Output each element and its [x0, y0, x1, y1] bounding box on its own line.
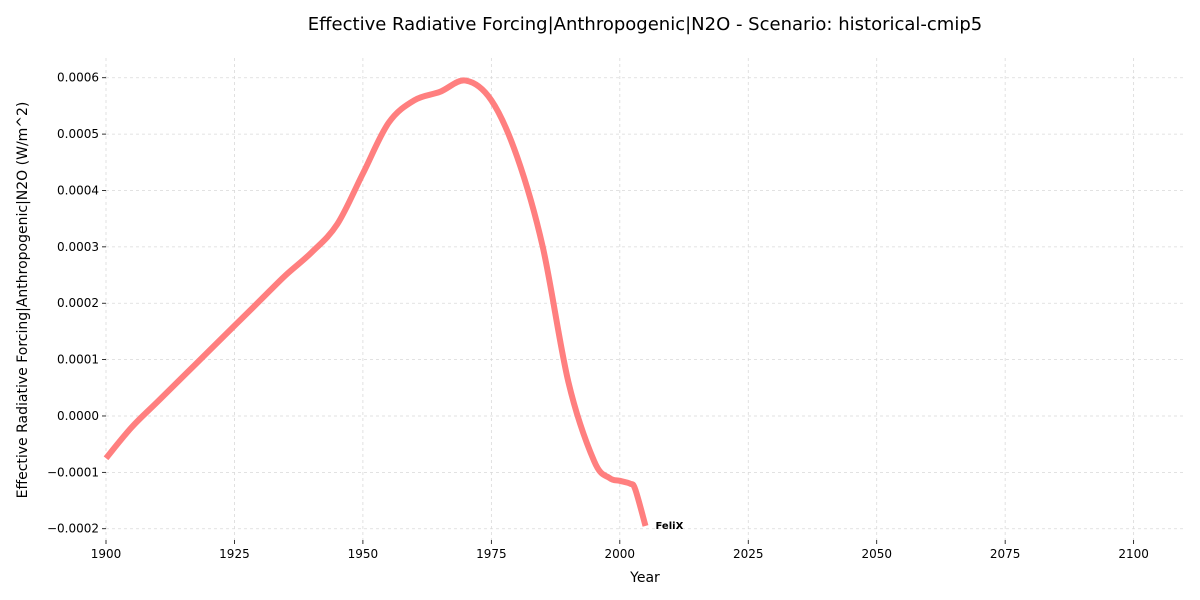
y-tick-label: 0.0000: [57, 409, 99, 423]
x-tick-label: 2000: [605, 547, 636, 561]
y-tick-label: 0.0001: [57, 353, 99, 367]
x-tick-label: 1925: [219, 547, 250, 561]
y-tick-label: 0.0003: [57, 240, 99, 254]
y-tick-label: 0.0005: [57, 127, 99, 141]
series-layer: FeliX: [103, 77, 684, 532]
y-tick-label: −0.0002: [47, 522, 99, 536]
y-axis: −0.0002 −0.0001 0.0000 0.0001 0.0002 0.0003 0.…: [47, 71, 106, 536]
x-tick-label: 1900: [91, 547, 122, 561]
x-tick-label: 2100: [1118, 547, 1149, 561]
x-tick-label: 2050: [861, 547, 892, 561]
y-tick-label: 0.0002: [57, 296, 99, 310]
x-axis-title: Year: [629, 570, 660, 586]
series-line-felix: [103, 77, 649, 527]
x-axis: 1900 1925 1950 1975 2000 2025 2050 2075 2100: [91, 540, 1149, 561]
x-tick-label: 2075: [990, 547, 1021, 561]
grid: [105, 58, 1185, 540]
x-tick-label: 1950: [348, 547, 379, 561]
y-tick-label: 0.0004: [57, 183, 99, 197]
x-tick-label: 2025: [733, 547, 764, 561]
y-tick-label: −0.0001: [47, 465, 99, 479]
x-tick-label: 1975: [476, 547, 507, 561]
y-tick-label: 0.0006: [57, 71, 99, 85]
series-end-label: FeliX: [656, 521, 684, 532]
y-axis-title: Effective Radiative Forcing|Anthropogeni…: [15, 102, 31, 499]
chart-title: Effective Radiative Forcing|Anthropogeni…: [308, 14, 982, 35]
